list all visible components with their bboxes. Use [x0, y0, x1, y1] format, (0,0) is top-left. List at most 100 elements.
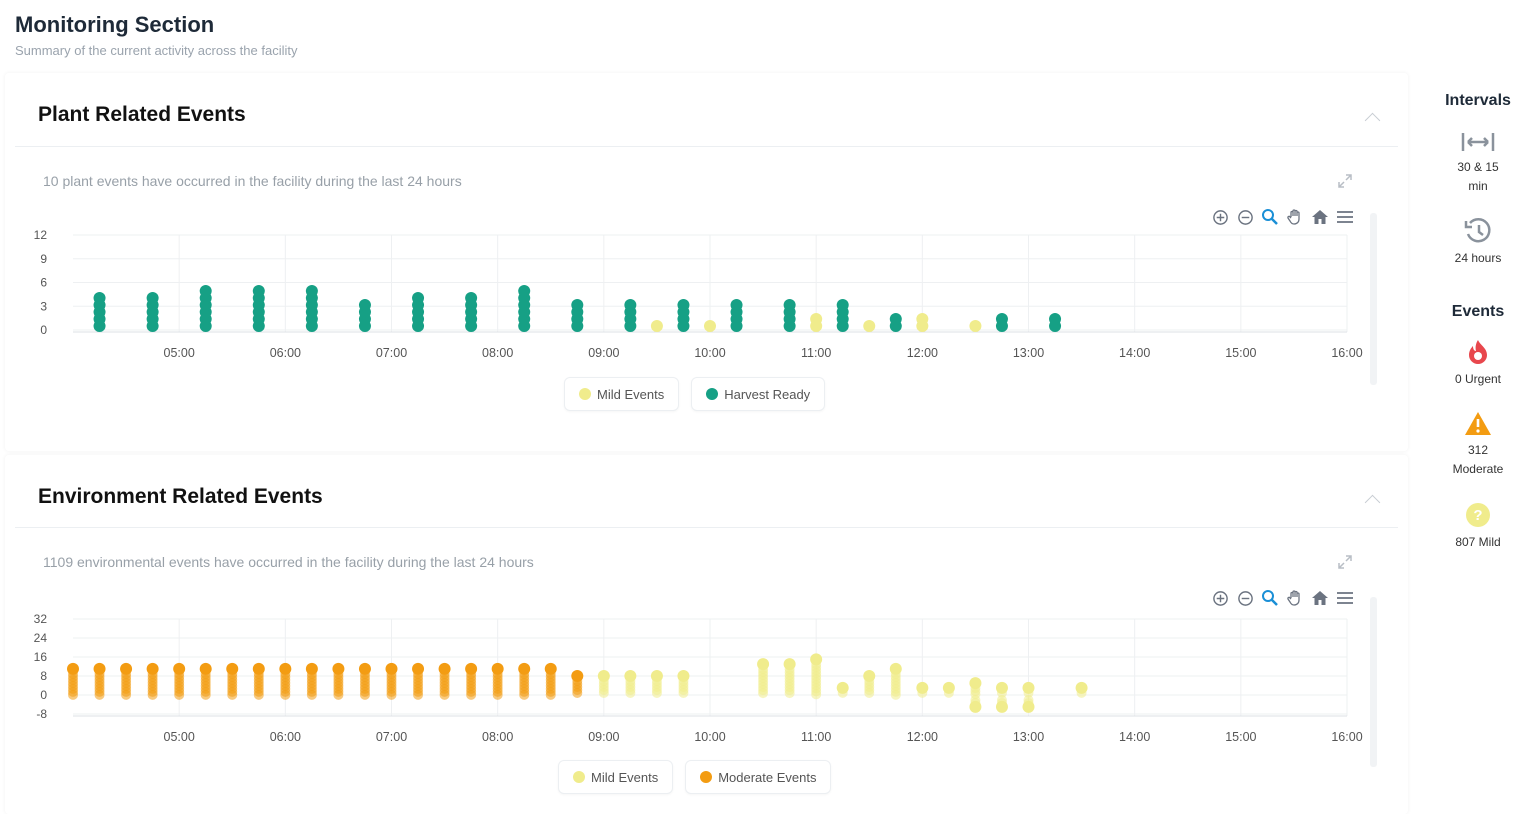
event-trail-dot — [811, 689, 822, 700]
card-title: Environment Related Events — [38, 485, 323, 508]
magnifier-icon[interactable] — [1260, 207, 1280, 227]
event-dot — [199, 662, 212, 675]
event-dot — [916, 313, 929, 325]
legend-item-moderate[interactable]: Moderate Events — [685, 760, 832, 794]
menu-icon[interactable] — [1335, 207, 1355, 227]
x-tick-label: 05:00 — [164, 730, 195, 744]
moderate-events-counter[interactable]: 312 Moderate — [1420, 411, 1536, 479]
chart-scrollbar[interactable] — [1370, 597, 1377, 767]
x-tick-label: 14:00 — [1119, 730, 1150, 744]
x-tick-label: 16:00 — [1331, 730, 1362, 744]
event-dot — [279, 662, 292, 675]
plant-events-card: Plant Related Events 10 plant events hav… — [5, 73, 1408, 451]
event-dot — [836, 299, 849, 311]
interval-label: 30 & 15 — [1457, 160, 1499, 174]
x-tick-label: 09:00 — [588, 730, 619, 744]
home-icon[interactable] — [1310, 588, 1330, 608]
expand-icon[interactable] — [1337, 554, 1353, 570]
event-trail-dot — [147, 689, 158, 700]
y-tick-label: 9 — [40, 252, 47, 266]
event-trail-dot — [598, 688, 609, 698]
event-trail-dot — [864, 688, 875, 698]
event-trail-dot — [625, 688, 636, 698]
event-dot — [93, 662, 106, 675]
collapse-chevron-icon[interactable] — [1364, 112, 1381, 129]
event-marker — [332, 662, 345, 700]
event-trail-dot — [280, 689, 291, 700]
legend-item-harvest[interactable]: Harvest Ready — [691, 377, 826, 411]
event-trail-dot — [678, 688, 689, 698]
event-dot — [863, 320, 876, 332]
event-dot — [783, 658, 796, 671]
event-dot — [783, 299, 796, 311]
event-dot — [571, 670, 584, 682]
event-trail-dot — [492, 689, 503, 700]
pan-hand-icon[interactable] — [1285, 207, 1305, 227]
interval-30-15-min[interactable]: 30 & 15 min — [1420, 130, 1536, 196]
event-dot — [995, 681, 1008, 694]
event-stack — [969, 320, 982, 332]
legend-item-mild[interactable]: Mild Events — [558, 760, 674, 794]
event-stack — [93, 292, 106, 332]
y-tick-label: 8 — [40, 669, 47, 683]
event-marker — [783, 658, 796, 699]
event-trail-dot — [890, 689, 901, 700]
event-dot — [518, 285, 531, 297]
legend-dot — [706, 388, 719, 400]
event-dot — [810, 653, 823, 666]
event-dot — [93, 292, 106, 304]
zoom-in-icon[interactable] — [1210, 207, 1230, 227]
legend-label: Mild Events — [591, 769, 659, 785]
event-dot — [544, 662, 557, 675]
mild-events-counter[interactable]: ? 807 Mild — [1420, 501, 1536, 552]
interval-24-hours[interactable]: 24 hours — [1420, 217, 1536, 268]
zoom-out-icon[interactable] — [1235, 588, 1255, 608]
event-marker — [889, 662, 902, 700]
event-dot — [571, 299, 584, 311]
event-dot — [412, 292, 425, 304]
zoom-in-icon[interactable] — [1210, 588, 1230, 608]
event-marker — [412, 662, 425, 700]
menu-icon[interactable] — [1335, 588, 1355, 608]
event-stack — [730, 299, 743, 332]
x-tick-label: 06:00 — [270, 730, 301, 744]
event-marker — [863, 670, 876, 698]
chart-toolbar — [1210, 207, 1355, 227]
event-dot — [358, 299, 371, 311]
event-trail-dot — [439, 689, 450, 700]
chart-scrollbar[interactable] — [1370, 213, 1377, 385]
event-stack — [810, 313, 823, 332]
legend-label: Moderate Events — [718, 769, 817, 785]
event-dot — [305, 662, 318, 675]
event-dot — [252, 285, 265, 297]
legend-item-mild[interactable]: Mild Events — [564, 377, 680, 411]
home-icon[interactable] — [1310, 207, 1330, 227]
y-tick-label: 32 — [34, 612, 48, 626]
event-dot — [67, 662, 79, 675]
fit-width-icon — [1461, 133, 1495, 151]
event-stack — [571, 299, 584, 332]
card-summary: 1109 environmental events have occurred … — [43, 554, 534, 570]
event-dot — [677, 299, 690, 311]
event-marker — [305, 662, 318, 700]
environment-events-chart: 32 24 16 8 0 -8 05:00 06:00 07:00 08:00 09:00 10:00… — [34, 612, 1363, 744]
event-trail-dot — [386, 689, 397, 700]
event-trail-dot — [333, 689, 344, 700]
y-tick-label: 24 — [34, 631, 48, 645]
urgent-events-counter[interactable]: 0 Urgent — [1420, 338, 1536, 389]
zoom-out-icon[interactable] — [1235, 207, 1255, 227]
event-trail-dot — [758, 688, 769, 699]
event-stack — [916, 313, 929, 332]
event-marker — [1022, 681, 1035, 698]
event-dot — [889, 662, 902, 675]
event-stack — [199, 285, 212, 332]
event-marker — [544, 662, 557, 700]
magnifier-icon[interactable] — [1260, 588, 1280, 608]
urgent-count-label: 0 Urgent — [1454, 372, 1502, 386]
event-marker — [836, 681, 849, 698]
event-dot — [836, 681, 849, 694]
expand-icon[interactable] — [1337, 173, 1353, 189]
event-stack — [518, 285, 531, 332]
collapse-chevron-icon[interactable] — [1364, 494, 1381, 511]
pan-hand-icon[interactable] — [1285, 588, 1305, 608]
